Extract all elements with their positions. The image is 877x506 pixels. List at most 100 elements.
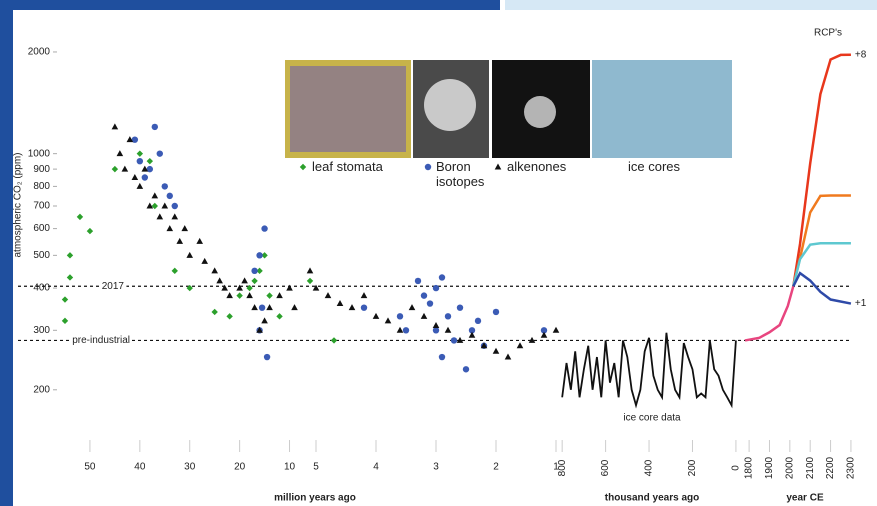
data-point	[427, 300, 433, 306]
y-tick-label: 300	[33, 325, 50, 336]
data-point	[331, 337, 337, 343]
data-point	[132, 174, 139, 180]
data-point	[325, 292, 332, 298]
photo-stomata-overlay	[290, 66, 406, 152]
data-point	[421, 313, 428, 319]
data-point	[433, 285, 439, 291]
data-point	[152, 124, 158, 130]
data-point	[433, 327, 439, 333]
data-point	[337, 300, 344, 306]
reference-label: 2017	[102, 281, 125, 292]
data-point	[385, 317, 392, 323]
data-point	[291, 304, 298, 310]
data-point	[112, 123, 119, 129]
data-point	[286, 285, 293, 291]
data-point	[421, 292, 427, 298]
data-point	[246, 292, 253, 298]
data-point	[373, 313, 380, 319]
legend-marker	[300, 164, 306, 170]
data-point	[161, 202, 168, 208]
data-point	[251, 268, 257, 274]
legend-label: Boron isotopes	[436, 159, 496, 189]
y-tick-label: 1000	[28, 148, 51, 159]
data-point	[313, 285, 320, 291]
data-point	[67, 274, 73, 280]
data-point	[226, 313, 232, 319]
data-point	[439, 274, 445, 280]
data-point	[517, 342, 524, 348]
data-point	[276, 313, 282, 319]
data-point	[457, 304, 463, 310]
data-point	[226, 292, 233, 298]
data-point	[445, 313, 451, 319]
data-point	[361, 304, 367, 310]
data-point	[186, 252, 193, 258]
x-tick-label: 2300	[846, 456, 857, 479]
y-axis-label: atmospheric CO₂ (ppm)	[13, 152, 24, 257]
panel-title: RCP's	[814, 28, 842, 39]
data-point	[469, 332, 476, 338]
y-tick-label: 200	[33, 384, 50, 395]
x-tick-label: 600	[600, 459, 611, 476]
y-tick-label: 500	[33, 250, 50, 261]
banner-light	[505, 0, 877, 10]
data-point	[493, 309, 499, 315]
legend-label: ice cores	[628, 159, 680, 174]
data-line	[793, 273, 851, 303]
data-point	[266, 304, 273, 310]
data-point	[77, 214, 83, 220]
legend-marker	[425, 164, 431, 170]
data-point	[397, 313, 403, 319]
data-point	[211, 267, 218, 273]
data-point	[463, 366, 469, 372]
data-point	[261, 225, 267, 231]
x-tick-label: 1800	[744, 456, 755, 479]
data-point	[241, 277, 248, 283]
data-line	[562, 333, 736, 405]
data-point	[157, 150, 163, 156]
side-strip	[0, 0, 13, 506]
photo-ice	[592, 60, 732, 158]
x-axis-label: million years ago	[274, 493, 356, 504]
x-tick-label: 800	[557, 459, 568, 476]
x-axis-label: year CE	[786, 493, 824, 504]
data-point	[439, 354, 445, 360]
data-point	[172, 203, 178, 209]
x-tick-label: 3	[433, 462, 439, 473]
y-tick-label: 400	[33, 283, 50, 294]
y-tick-label: 900	[33, 164, 50, 175]
x-tick-label: 2	[493, 462, 499, 473]
data-point	[112, 166, 118, 172]
data-point	[266, 292, 272, 298]
data-point	[403, 327, 409, 333]
data-point	[87, 228, 93, 234]
x-tick-label: 2000	[784, 456, 795, 479]
data-point	[276, 292, 283, 298]
data-point	[259, 304, 265, 310]
x-tick-label: 20	[234, 462, 246, 473]
data-point	[505, 354, 512, 360]
x-tick-label: 2100	[805, 456, 816, 479]
data-point	[415, 278, 421, 284]
x-tick-label: 200	[687, 459, 698, 476]
y-tick-label: 600	[33, 223, 50, 234]
data-point	[433, 322, 440, 328]
data-point	[156, 213, 163, 219]
y-tick-label: 2000	[28, 47, 51, 58]
data-point	[397, 327, 404, 333]
x-axis-label: thousand years ago	[605, 493, 699, 504]
data-point	[201, 258, 208, 264]
chart: 20030040050060070080090010002000atmosphe…	[0, 0, 877, 506]
data-point	[62, 296, 68, 302]
photo-crystal	[524, 96, 556, 128]
data-point	[137, 150, 143, 156]
data-point	[541, 332, 548, 338]
data-point	[137, 158, 143, 164]
data-point	[475, 318, 481, 324]
data-point	[307, 267, 314, 273]
data-point	[166, 225, 173, 231]
data-point	[162, 183, 168, 189]
data-point	[151, 192, 158, 198]
x-tick-label: 2200	[825, 456, 836, 479]
data-point	[251, 278, 257, 284]
